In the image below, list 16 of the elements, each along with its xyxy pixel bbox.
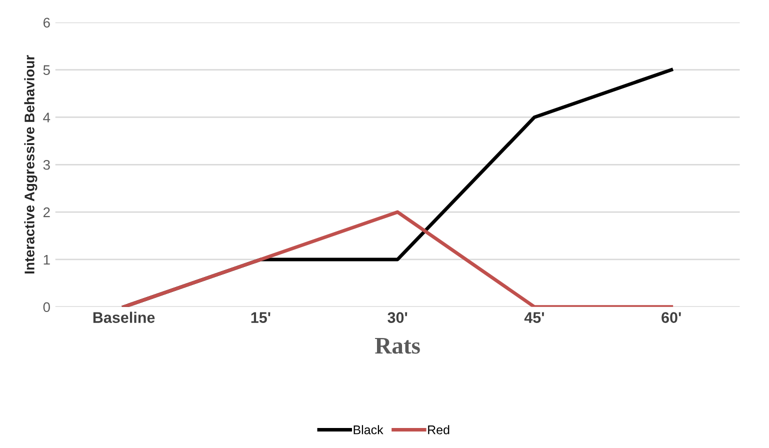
y-tick-label: 6 [43, 18, 50, 28]
x-tick-label: 15' [251, 312, 270, 323]
legend-label: Red [428, 425, 450, 434]
x-axis-title: Rats [375, 338, 420, 354]
x-tick-label: 30' [388, 312, 408, 323]
y-tick-label: 1 [44, 254, 50, 264]
y-tick-label: 5 [43, 65, 50, 75]
x-tick-label: Baseline [93, 312, 155, 323]
y-tick-label: 3 [43, 160, 50, 170]
y-tick-label: 4 [43, 112, 50, 122]
y-axis-title: Interactive Aggressive Behaviour [24, 55, 38, 274]
x-tick-label: 45' [524, 312, 544, 323]
legend-label: Black [354, 425, 384, 434]
y-tick-label: 0 [43, 302, 50, 312]
x-tick-label: 60' [662, 312, 681, 323]
y-tick-label: 2 [43, 207, 50, 218]
